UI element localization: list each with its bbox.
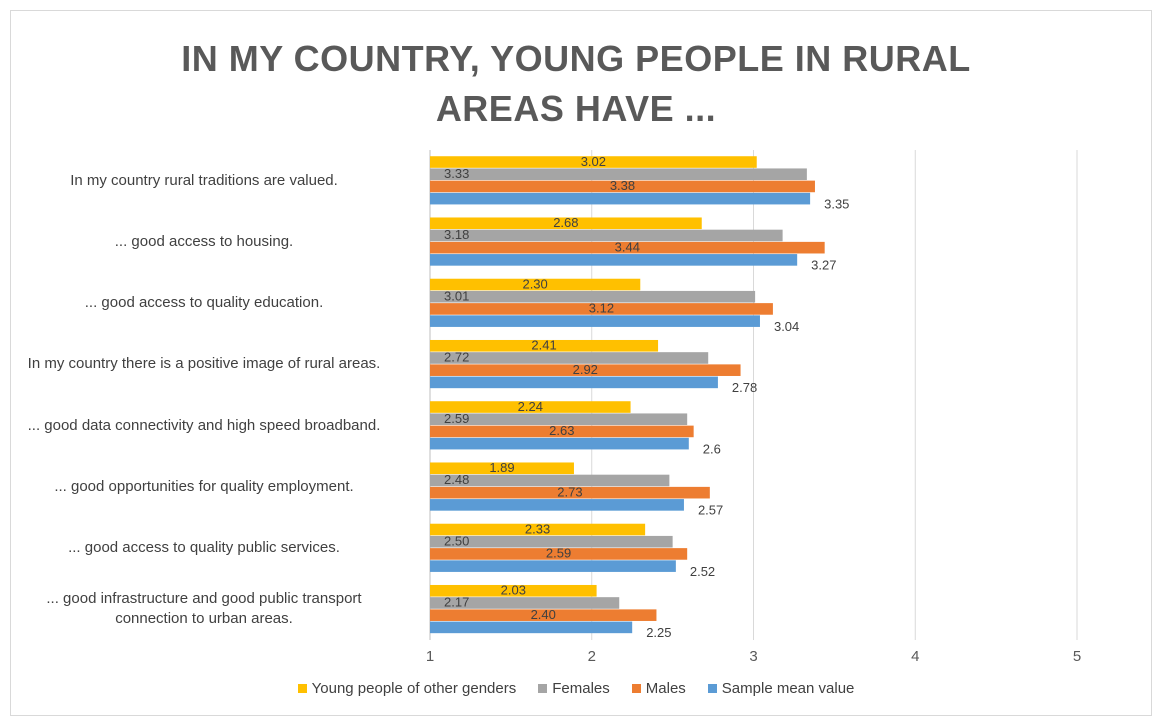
x-tick-label: 5 [1073, 648, 1081, 665]
bar [430, 560, 676, 572]
data-label: 3.01 [444, 288, 469, 303]
bar [430, 548, 688, 560]
legend-item: Young people of other genders [297, 680, 517, 697]
bar [430, 523, 646, 536]
data-label: 3.12 [589, 301, 614, 316]
bar [430, 364, 741, 376]
bar [430, 352, 709, 364]
data-label: 2.50 [444, 533, 469, 548]
data-label: 3.18 [444, 227, 469, 242]
bar [430, 156, 757, 168]
legend: Young people of other genders Females Male… [0, 680, 1152, 697]
category-label: ... good infrastructure and good public … [46, 590, 362, 628]
bar [430, 401, 631, 413]
bar [430, 315, 760, 327]
data-label: 3.04 [774, 319, 799, 334]
bar [430, 597, 620, 609]
bar [430, 303, 773, 315]
data-label: 2.68 [553, 215, 578, 230]
bar [430, 609, 657, 621]
data-label: 3.02 [581, 154, 606, 169]
data-label: 2.33 [525, 521, 550, 536]
category-label: In my country rural traditions are value… [70, 171, 338, 189]
legend-swatch [631, 684, 641, 693]
bar [430, 290, 756, 303]
x-tick-label: 3 [749, 648, 757, 665]
bar [430, 499, 684, 511]
x-tick-label: 1 [426, 648, 434, 665]
data-label: 2.30 [522, 276, 547, 291]
category-label: ... good opportunities for quality emplo… [54, 477, 354, 495]
x-tick-label: 2 [588, 648, 596, 665]
data-label: 3.38 [610, 178, 635, 193]
data-label: 3.33 [444, 166, 469, 181]
data-label: 2.24 [518, 399, 543, 414]
bar [430, 413, 688, 426]
legend-label: Young people of other genders [311, 680, 517, 697]
x-tick-label: 4 [911, 648, 919, 665]
data-label: 2.48 [444, 472, 469, 487]
bar [430, 278, 641, 291]
data-label: 2.59 [444, 411, 469, 426]
data-label: 2.73 [557, 484, 582, 499]
bar [430, 621, 633, 634]
category-label: ... good data connectivity and high spee… [27, 416, 381, 434]
bar [430, 535, 673, 548]
legend-label: Sample mean value [721, 680, 855, 697]
bar [430, 584, 597, 597]
data-label: 2.25 [646, 625, 671, 640]
bar [430, 217, 702, 230]
data-label: 2.40 [531, 607, 556, 622]
bar [430, 425, 694, 438]
legend-label: Males [645, 680, 686, 697]
legend-swatch [538, 684, 548, 693]
bar [430, 437, 689, 450]
data-label: 2.92 [573, 362, 598, 377]
data-label: 2.63 [549, 423, 574, 438]
bar [430, 229, 783, 242]
data-label: 2.57 [698, 503, 723, 518]
data-label: 2.6 [703, 441, 721, 456]
data-label: 2.78 [732, 380, 757, 395]
data-label: 2.59 [546, 546, 571, 561]
bar [430, 339, 659, 352]
legend-label: Females [552, 680, 610, 697]
legend-item: Females [538, 680, 610, 697]
bar [430, 486, 710, 499]
data-label: 2.72 [444, 350, 469, 365]
data-label: 2.41 [531, 338, 556, 353]
category-label: ... good access to quality public servic… [68, 539, 340, 557]
category-label: In my country there is a positive image … [27, 355, 381, 373]
data-label: 3.27 [811, 258, 836, 273]
bar [430, 180, 815, 193]
bar [430, 168, 807, 181]
bar [430, 192, 811, 205]
legend-item: Sample mean value [707, 680, 855, 697]
bar [430, 376, 718, 389]
legend-item: Males [631, 680, 686, 697]
chart-title: IN MY COUNTRY, YOUNG PEOPLE IN RURAL ARE… [181, 38, 971, 129]
data-label: 2.03 [501, 583, 526, 598]
legend-swatch [297, 684, 307, 693]
bar [430, 462, 574, 475]
data-label: 2.17 [444, 595, 469, 610]
bar [430, 474, 670, 487]
bar [430, 241, 825, 254]
category-label: ... good access to housing. [114, 232, 294, 250]
data-label: 3.44 [615, 239, 640, 254]
data-label: 1.89 [489, 460, 514, 475]
data-label: 3.35 [824, 196, 849, 211]
category-label: ... good access to quality education. [84, 294, 324, 312]
bar [430, 254, 798, 266]
legend-swatch [707, 684, 717, 693]
data-label: 2.52 [690, 564, 715, 579]
